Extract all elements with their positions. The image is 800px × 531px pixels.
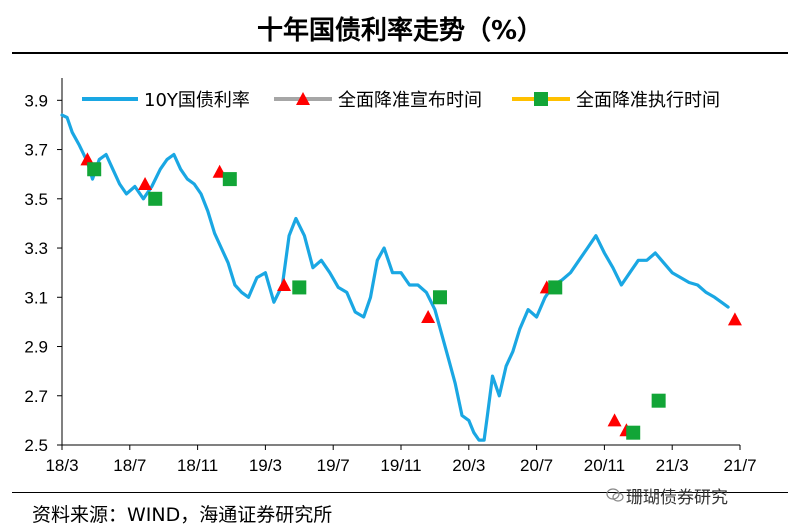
marker-announce xyxy=(138,177,153,191)
series-10y-polyline xyxy=(60,113,730,442)
watermark: 珊瑚债券研究 xyxy=(626,488,728,508)
marker-execute xyxy=(222,172,237,187)
y-tick-label: 3.9 xyxy=(24,91,48,110)
markers xyxy=(80,152,742,440)
y-tick-label: 2.5 xyxy=(24,436,48,455)
x-tick-label: 18/11 xyxy=(177,456,218,475)
title-divider xyxy=(12,52,788,54)
marker-announce xyxy=(727,312,742,326)
x-tick-label: 20/3 xyxy=(452,456,485,475)
marker-execute xyxy=(148,191,163,206)
y-tick-label: 2.9 xyxy=(24,338,48,357)
marker-execute xyxy=(651,393,666,408)
footer-divider xyxy=(12,492,788,493)
marker-announce xyxy=(421,309,436,323)
x-tick-label: 21/7 xyxy=(723,456,756,475)
x-tick-label: 21/3 xyxy=(656,456,689,475)
source-note: 资料来源：WIND，海通证券研究所 xyxy=(32,504,333,526)
x-tick-label: 19/11 xyxy=(380,456,421,475)
marker-execute xyxy=(626,425,641,440)
marker-execute xyxy=(548,280,563,295)
legend-label-line: 10Y国债利率 xyxy=(144,90,250,111)
y-tick-label: 3.5 xyxy=(24,190,48,209)
series-10y-line xyxy=(60,113,730,442)
marker-announce xyxy=(607,413,622,427)
marker-execute xyxy=(432,290,447,305)
page-title: 十年国债利率走势（%） xyxy=(256,16,544,46)
y-tick-label: 3.3 xyxy=(24,239,48,258)
legend-label-execute: 全面降准执行时间 xyxy=(576,90,720,111)
y-tick-label: 3.7 xyxy=(24,141,48,160)
x-tick-label: 20/7 xyxy=(520,456,553,475)
legend-label-announce: 全面降准宣布时间 xyxy=(338,90,482,111)
marker-execute xyxy=(292,280,307,295)
marker-execute xyxy=(87,162,102,177)
legend-square-swatch xyxy=(534,92,548,106)
wechat-icon xyxy=(606,488,624,502)
y-axis-ticks: 2.5 2.7 2.9 3.1 3.3 3.5 3.7 3.9 xyxy=(24,91,62,455)
legend-triangle-swatch xyxy=(296,92,310,105)
x-axis-ticks: 18/3 18/7 18/11 19/3 19/7 19/11 20/3 20/7 20/11 2… xyxy=(45,445,757,475)
x-tick-label: 18/3 xyxy=(45,456,78,475)
marker-announce xyxy=(277,277,292,291)
legend: 10Y国债利率 全面降准宣布时间 全面降准执行时间 xyxy=(82,90,720,111)
x-tick-label: 19/7 xyxy=(317,456,350,475)
y-tick-label: 2.7 xyxy=(24,387,48,406)
y-tick-label: 3.1 xyxy=(24,288,48,307)
marker-announce xyxy=(80,152,95,166)
x-tick-label: 18/7 xyxy=(113,456,146,475)
x-tick-label: 20/11 xyxy=(584,456,625,475)
x-tick-label: 19/3 xyxy=(249,456,282,475)
